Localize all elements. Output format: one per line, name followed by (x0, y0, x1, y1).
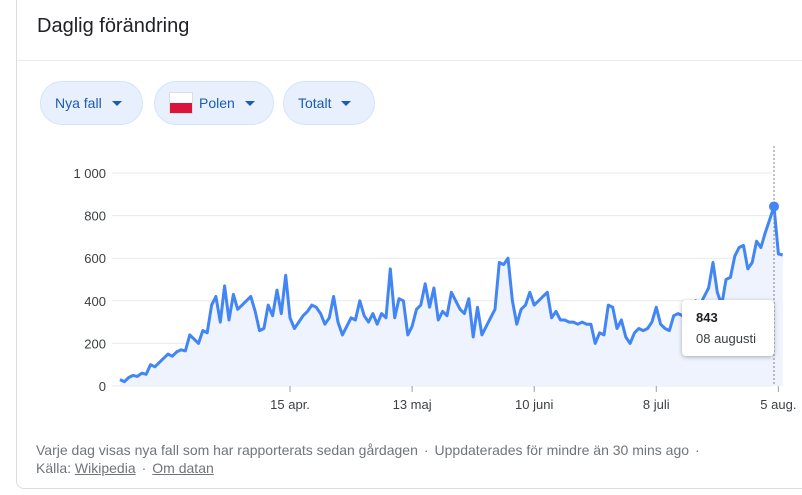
poland-flag-icon (169, 92, 193, 114)
footer-note-line: Varje dag visas nya fall som har rapport… (36, 442, 700, 458)
footer-note: Varje dag visas nya fall som har rapport… (36, 442, 418, 458)
card-header: Daglig förändring (17, 0, 802, 61)
chart-tooltip: 843 08 augusti (682, 300, 774, 356)
series-line (119, 204, 784, 384)
card-footer: Varje dag visas nya fall som har rapport… (36, 441, 706, 477)
highlight-point (769, 201, 779, 212)
daily-cases-chart[interactable]: 0 200 400 600 800 1 000 15 apr. 13 maj 10 juni 8 … (0, 0, 802, 430)
chevron-down-icon (244, 100, 255, 106)
x-tick-label: 10 juni (515, 397, 553, 412)
tooltip-value: 843 (696, 310, 718, 325)
x-tick-label: 5 aug. (760, 397, 796, 412)
footer-updated: Uppdaterades för mindre än 30 mins ago (434, 442, 690, 458)
y-tick-label: 200 (84, 336, 106, 351)
covid-card: Daglig förändring (16, 0, 802, 489)
about-data-link[interactable]: Om datan (152, 460, 214, 476)
footer-source-line: Källa: Wikipedia · Om datan (36, 460, 214, 476)
period-dropdown[interactable]: Totalt (283, 81, 375, 125)
metric-dropdown[interactable]: Nya fall (40, 81, 143, 125)
y-tick-label: 400 (84, 294, 106, 309)
y-tick-label: 0 (99, 379, 106, 394)
country-dropdown[interactable]: Polen (154, 81, 274, 125)
y-tick-label: 800 (84, 209, 106, 224)
x-tick-label: 15 apr. (270, 397, 310, 412)
chevron-down-icon (341, 100, 352, 106)
tooltip-date: 08 augusti (696, 331, 756, 346)
period-dropdown-label: Totalt (298, 95, 332, 111)
country-dropdown-label: Polen (199, 95, 235, 111)
chevron-down-icon (111, 100, 122, 106)
x-tick-label: 13 maj (393, 397, 432, 412)
source-label: Källa: (36, 460, 72, 476)
metric-dropdown-label: Nya fall (55, 95, 102, 111)
wikipedia-link[interactable]: Wikipedia (74, 460, 136, 476)
x-tick-label: 8 juli (643, 397, 670, 412)
card-title: Daglig förändring (37, 15, 190, 37)
y-tick-label: 1 000 (73, 166, 106, 181)
y-tick-label: 600 (84, 251, 106, 266)
